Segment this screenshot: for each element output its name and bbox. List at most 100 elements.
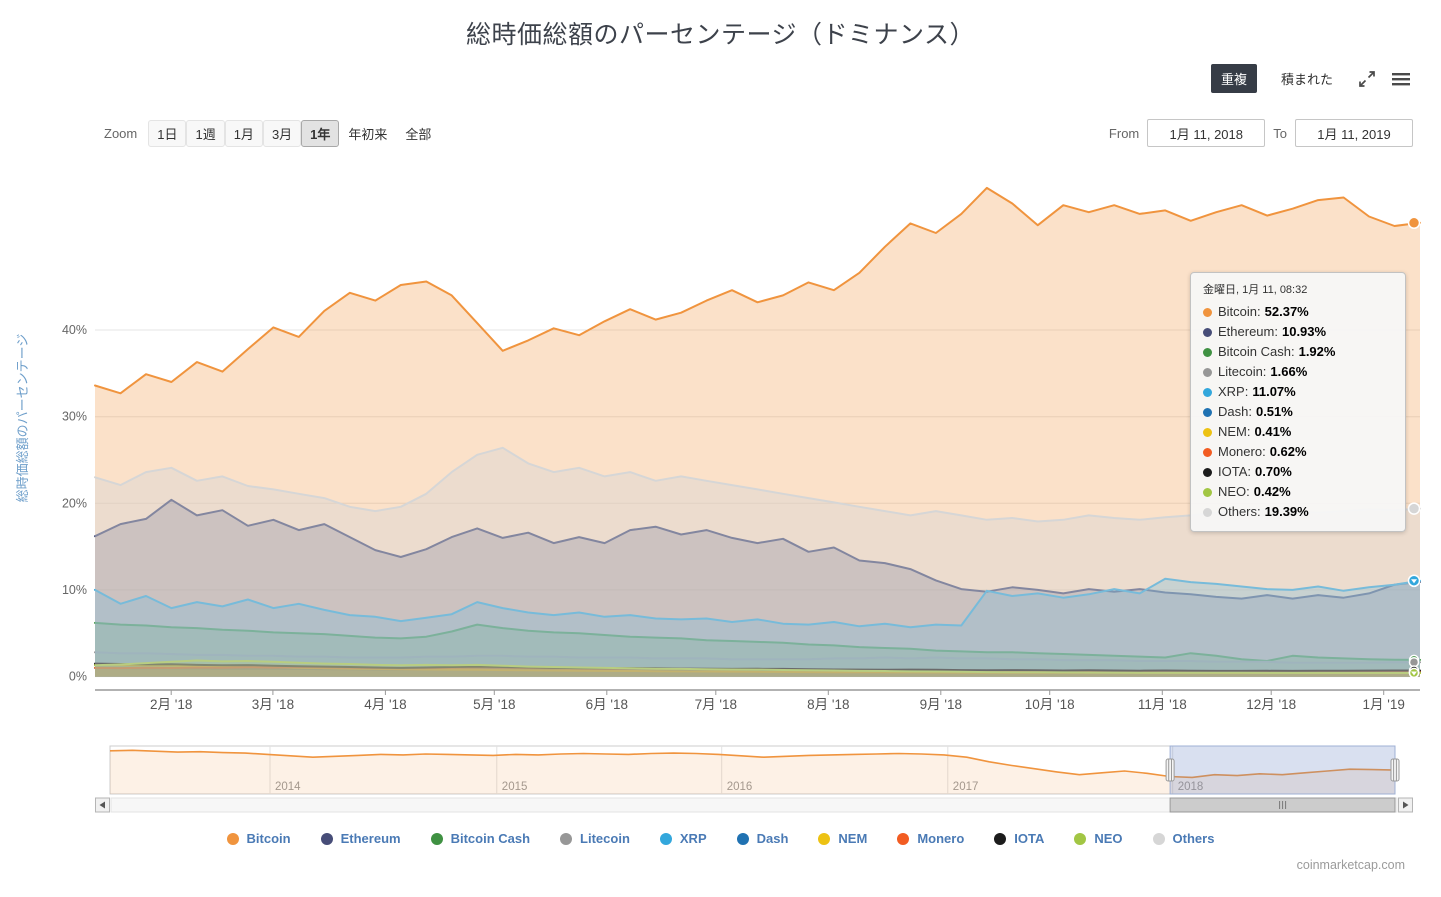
legend-item-others[interactable]: Others — [1152, 831, 1215, 846]
legend-item-litecoin[interactable]: Litecoin — [560, 831, 630, 846]
tooltip-row-others: Others: 19.39% — [1203, 502, 1393, 522]
xrp-dot-icon — [1203, 387, 1212, 397]
iota-dot-icon — [994, 832, 1007, 845]
legend-item-neo[interactable]: NEO — [1074, 831, 1123, 846]
bitcoin-cash-dot-icon — [430, 832, 443, 845]
neo-dot-icon — [1074, 832, 1087, 845]
nem-dot-icon — [1203, 427, 1212, 437]
tooltip-date: 金曜日, 1月 11, 08:32 — [1203, 284, 1308, 296]
legend-label: NEO — [1094, 831, 1123, 846]
zoom-button-1w[interactable]: 1週 — [186, 119, 225, 147]
bitcoin-dot-icon — [1203, 307, 1212, 317]
legend-item-dash[interactable]: Dash — [736, 831, 789, 846]
legend-item-ethereum[interactable]: Ethereum — [320, 831, 401, 846]
chart-mode-controls: 重複 積まれた — [1210, 64, 1411, 93]
date-range-group: From To — [1109, 119, 1413, 147]
navigator-right-handle[interactable] — [1390, 758, 1400, 782]
navigator-left-handle[interactable] — [1165, 758, 1175, 782]
navigator-year-label: 2016 — [727, 781, 753, 793]
x-tick-label: 9月 '18 — [920, 697, 962, 712]
x-tick-label: 3月 '18 — [252, 697, 294, 712]
scrollbar[interactable] — [95, 797, 1413, 813]
navigator-year-label: 2017 — [953, 781, 979, 793]
series-monero-area — [95, 667, 1420, 677]
chart-legend: Bitcoin Ethereum Bitcoin Cash Litecoin X… — [0, 831, 1441, 846]
zoom-button-all[interactable]: 全部 — [396, 120, 440, 147]
navigator-frame — [109, 745, 1396, 795]
dash-dot-icon — [1203, 407, 1212, 417]
legend-item-bitcoin[interactable]: Bitcoin — [226, 831, 291, 846]
zoom-buttons: 1日 1週 1月 3月 1年 年初来 全部 — [148, 119, 440, 147]
legend-label: Bitcoin Cash — [450, 831, 531, 846]
ethereum-dot-icon — [320, 832, 333, 845]
series-neo-line — [94, 659, 1421, 674]
legend-item-iota[interactable]: IOTA — [994, 831, 1044, 846]
to-label: To — [1273, 125, 1287, 141]
monero-dot-icon — [1203, 447, 1212, 457]
x-tick-label: 10月 '18 — [1025, 697, 1075, 712]
ethereum-dot-icon — [1203, 327, 1212, 337]
navigator-year-label: 2014 — [275, 781, 301, 793]
legend-item-bitcoin-cash[interactable]: Bitcoin Cash — [430, 831, 531, 846]
arrow-left-icon — [99, 801, 105, 809]
zoom-button-1m[interactable]: 1月 — [224, 119, 263, 147]
legend-label: Bitcoin — [246, 831, 291, 846]
series-bitcoin-line — [94, 186, 1421, 395]
y-tick-label: 10% — [62, 583, 87, 597]
series-bitcoin-cash-area — [95, 622, 1420, 677]
from-date-input[interactable] — [1147, 119, 1266, 147]
bitcoin-dot-icon — [226, 832, 239, 845]
overlapped-mode-button[interactable]: 重複 — [1210, 64, 1257, 93]
stacked-mode-button[interactable]: 積まれた — [1271, 64, 1343, 93]
to-date-input[interactable] — [1295, 119, 1413, 147]
navigator-year-label: 2015 — [502, 781, 528, 793]
zoom-button-1y[interactable]: 1年 — [301, 119, 340, 147]
legend-label: Ethereum — [340, 831, 401, 846]
legend-item-nem[interactable]: NEM — [818, 831, 867, 846]
x-tick-label: 11月 '18 — [1138, 697, 1187, 712]
zoom-button-1d[interactable]: 1日 — [148, 119, 187, 147]
y-tick-label: 30% — [62, 410, 87, 424]
xrp-dot-icon — [659, 832, 672, 845]
neo-dot-icon — [1203, 487, 1212, 497]
others-dot-icon — [1203, 507, 1212, 517]
zoom-button-3m[interactable]: 3月 — [262, 119, 302, 147]
series-others-area — [95, 447, 1420, 677]
nem-dot-icon — [818, 832, 831, 845]
tooltip-row-litecoin: Litecoin: 1.66% — [1203, 362, 1393, 382]
tooltip-row-xrp: XRP: 11.07% — [1203, 382, 1393, 402]
scrollbar-track[interactable] — [110, 797, 1398, 813]
arrow-right-icon — [1403, 801, 1409, 809]
watermark: coinmarketcap.com — [1296, 858, 1405, 872]
y-axis-title: 総時価総額のパーセンテージ — [15, 334, 30, 503]
zoom-button-ytd[interactable]: 年初来 — [339, 120, 396, 147]
legend-label: NEM — [838, 831, 868, 846]
tooltip-row-bitcoin-cash: Bitcoin Cash: 1.92% — [1203, 342, 1393, 362]
legend-label: Dash — [756, 831, 789, 846]
bitcoin-cash-dot-icon — [1203, 347, 1212, 357]
navigator[interactable]: 2014 2015 2016 2017 2018 — [109, 745, 1400, 795]
legend-label: Others — [1172, 831, 1215, 846]
series-litecoin-line — [94, 651, 1421, 664]
tooltip-row-nem: NEM: 0.41% — [1203, 422, 1393, 442]
navigator-selected-range[interactable] — [1169, 745, 1396, 795]
x-tick-label: 4月 '18 — [364, 697, 406, 712]
legend-item-xrp[interactable]: XRP — [659, 831, 707, 846]
hamburger-menu-icon[interactable] — [1391, 69, 1411, 89]
x-tick-label: 6月 '18 — [586, 697, 628, 712]
legend-item-monero[interactable]: Monero — [897, 831, 964, 846]
zoom-label: Zoom — [104, 125, 138, 141]
series-bitcoin-cash-line — [94, 621, 1421, 662]
x-tick-label: 7月 '18 — [695, 697, 737, 712]
legend-label: XRP — [679, 831, 707, 846]
tooltip-row-bitcoin: Bitcoin: 52.37% — [1203, 302, 1393, 322]
page-title: 総時価総額のパーセンテージ（ドミナンス） — [465, 21, 975, 49]
fullscreen-icon[interactable] — [1357, 69, 1377, 89]
tooltip-row-dash: Dash: 0.51% — [1203, 402, 1393, 422]
y-tick-label: 20% — [62, 496, 87, 510]
others-dot-icon — [1152, 832, 1165, 845]
series-xrp-area — [95, 578, 1420, 677]
